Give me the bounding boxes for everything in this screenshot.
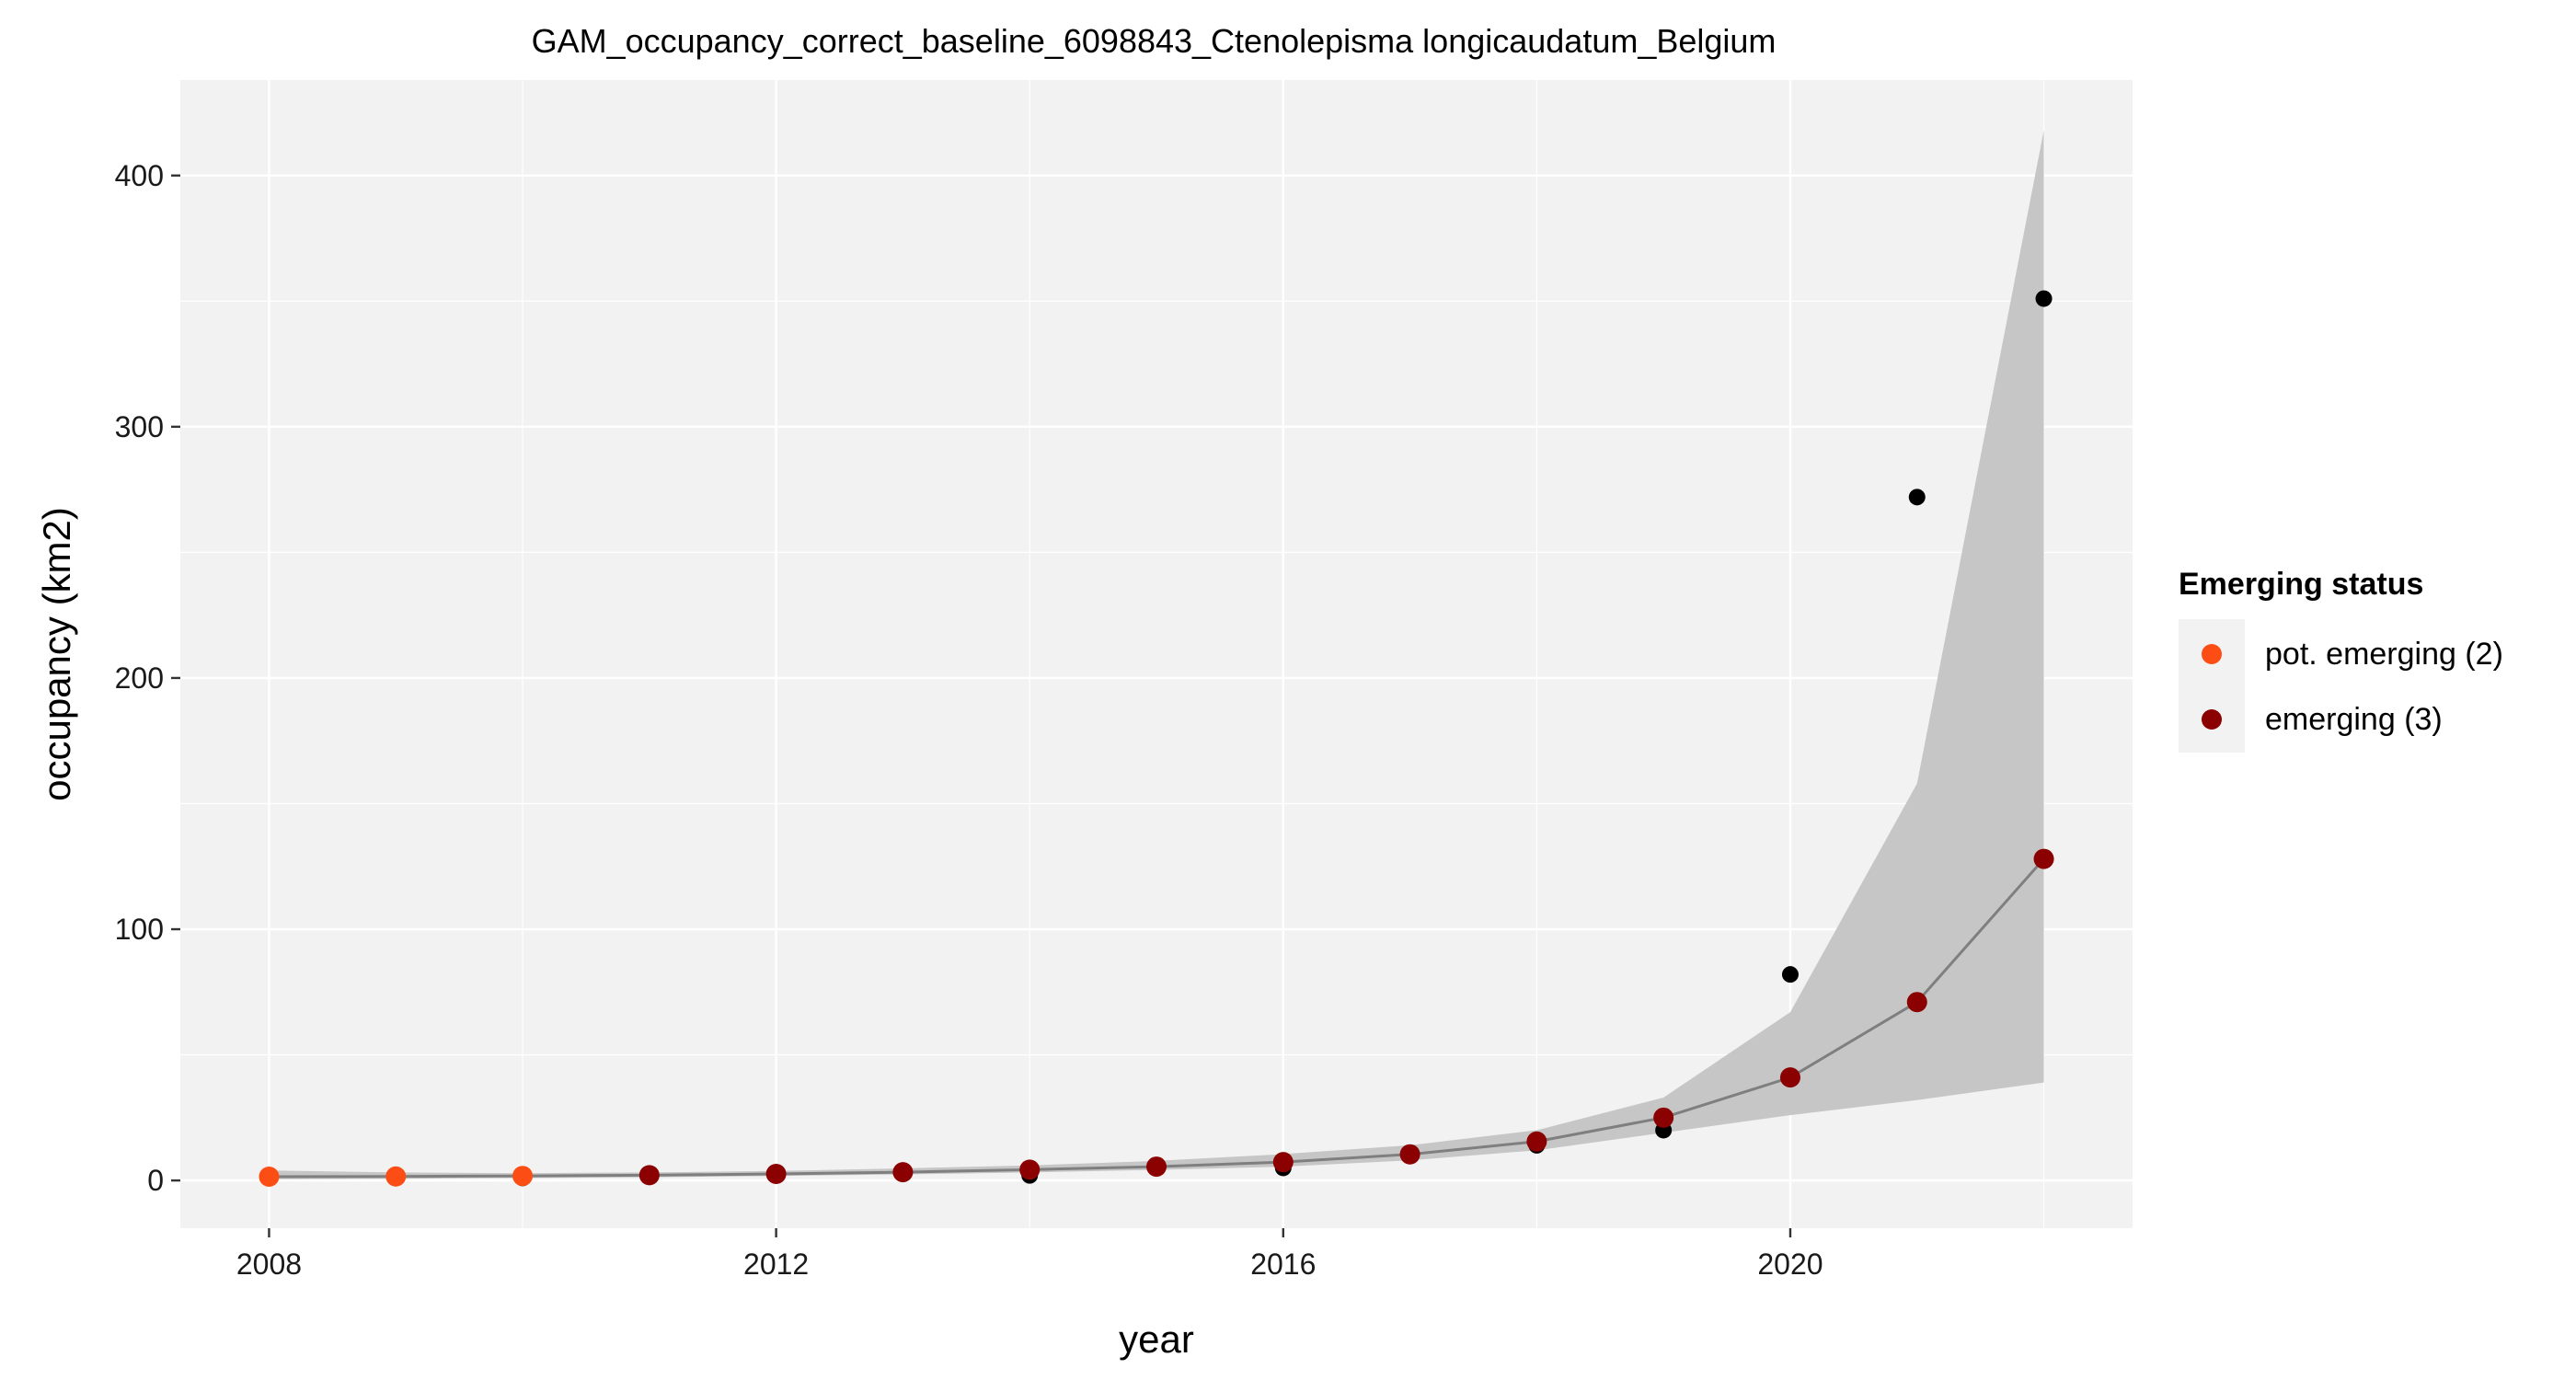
confidence-ribbon [269,130,2044,1179]
chart-title: GAM_occupancy_correct_baseline_6098843_C… [532,22,1777,60]
status-point [1906,992,1927,1013]
legend-key-background [2179,619,2245,753]
x-tick-label: 2016 [1250,1248,1316,1281]
observed-point [1781,966,1799,983]
y-tick-label: 300 [115,410,164,443]
legend-label-emerging: emerging (3) [2265,702,2443,737]
status-point [1653,1107,1674,1128]
legend-key-emerging [2202,709,2222,730]
x-axis: 2008 2012 2016 2020 [236,1228,1823,1281]
x-tick-label: 2020 [1757,1248,1823,1281]
status-point [1146,1156,1167,1178]
status-point [385,1166,407,1187]
status-point [638,1165,660,1186]
y-tick-label: 400 [115,159,164,192]
status-point [2033,848,2054,869]
y-axis-label: occupancy (km2) [35,507,78,801]
grid-major [180,80,2133,1228]
observed-point [2035,290,2053,307]
legend-title: Emerging status [2179,567,2423,602]
status-point [765,1164,787,1185]
x-axis-label: year [1119,1317,1194,1361]
legend: Emerging status pot. emerging (2) emergi… [2179,567,2503,753]
legend-key-pot-emerging [2202,644,2222,664]
legend-label-pot-emerging: pot. emerging (2) [2265,637,2503,672]
status-point [1779,1067,1800,1088]
x-tick-label: 2008 [236,1248,302,1281]
x-tick-label: 2012 [743,1248,809,1281]
status-point [1526,1131,1547,1152]
status-point [1399,1144,1420,1165]
y-axis: 0 100 200 300 400 [115,159,180,1197]
status-point [259,1167,280,1188]
status-point [512,1166,534,1187]
status-point [1272,1152,1294,1173]
y-tick-label: 100 [115,913,164,946]
observed-point [1908,489,1926,506]
status-point [1019,1159,1041,1180]
status-point [892,1162,914,1183]
status-points [259,848,2054,1188]
y-tick-label: 200 [115,661,164,695]
y-tick-label: 0 [147,1164,164,1197]
